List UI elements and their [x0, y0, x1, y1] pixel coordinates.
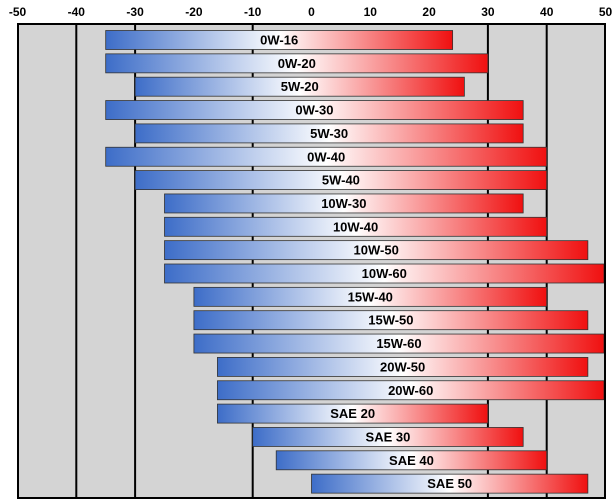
x-tick-label: -50	[9, 5, 27, 19]
x-tick-label: 30	[481, 5, 495, 19]
range-bar	[164, 240, 589, 261]
bar-label: 15W-50	[368, 313, 413, 328]
x-tick-label: -20	[185, 5, 203, 19]
x-tick-label: 40	[540, 5, 554, 19]
bar-row: 5W-30	[134, 123, 524, 144]
bar-label: 0W-30	[295, 103, 333, 118]
bar-label: 20W-60	[388, 383, 433, 398]
x-tick-label: -40	[68, 5, 86, 19]
bar-label: 10W-60	[362, 266, 407, 281]
x-tick-label: -30	[126, 5, 144, 19]
range-bar	[105, 53, 489, 74]
range-bar	[134, 76, 465, 97]
bar-label: 0W-20	[278, 56, 316, 71]
x-tick-label: 0	[308, 5, 315, 19]
range-bar	[193, 310, 589, 331]
bar-row: SAE 50	[311, 473, 589, 494]
x-tick-label: 50	[599, 5, 613, 19]
bar-row: 20W-60	[217, 380, 605, 401]
range-bar	[252, 427, 524, 447]
range-bar	[105, 30, 454, 50]
x-tick-label: -10	[244, 5, 262, 19]
bar-label: 20W-50	[380, 359, 425, 374]
bar-label: 0W-16	[260, 33, 298, 48]
bar-row: SAE 20	[217, 403, 489, 424]
x-tick-label: 20	[422, 5, 436, 19]
plot-frame	[17, 23, 606, 499]
bar-row: 0W-40	[105, 146, 548, 167]
bar-row: 10W-30	[164, 193, 524, 214]
bar-label: 5W-40	[322, 173, 360, 188]
bar-label: 15W-40	[348, 289, 393, 304]
bar-label: 10W-30	[321, 196, 366, 211]
range-bar	[311, 473, 589, 494]
x-tick-label: 10	[364, 5, 378, 19]
range-bar	[105, 100, 524, 120]
bar-label: 10W-40	[333, 219, 378, 234]
bar-label: SAE 30	[366, 429, 411, 444]
bar-row: 5W-20	[134, 76, 465, 97]
bar-label: 15W-60	[376, 336, 421, 351]
range-bar	[164, 216, 548, 237]
bar-row: SAE 40	[275, 450, 548, 471]
bar-label: SAE 40	[389, 453, 434, 468]
range-bar	[164, 193, 524, 214]
bar-label: 5W-30	[310, 126, 348, 141]
range-bar	[217, 356, 589, 377]
bar-row: SAE 30	[252, 427, 524, 447]
range-bar	[134, 123, 524, 144]
bar-label: 5W-20	[281, 79, 319, 94]
range-bar	[105, 146, 548, 167]
bar-row: 15W-50	[193, 310, 589, 331]
bar-row: 0W-20	[105, 53, 489, 74]
bar-row: 5W-40	[134, 170, 548, 191]
bar-row: 15W-60	[193, 333, 605, 354]
bars: 0W-16 0W-20 5W-20 0W-30 5W-30 0W-40 5W-40 10W-3…	[105, 30, 605, 494]
bar-label: SAE 20	[330, 406, 375, 421]
bar-label: SAE 50	[427, 476, 472, 491]
bar-label: 0W-40	[307, 149, 345, 164]
range-bar	[217, 403, 489, 424]
bar-row: 10W-60	[164, 263, 605, 284]
bar-row: 0W-16	[105, 30, 454, 50]
bar-row: 20W-50	[217, 356, 589, 377]
x-axis-ticks: -50 -40 -30 -20 -10 0 10 20 30 40 50	[9, 5, 613, 19]
range-bar	[275, 450, 548, 471]
bar-row: 10W-40	[164, 216, 548, 237]
range-bar	[134, 170, 548, 191]
bar-label: 10W-50	[354, 243, 399, 258]
bar-row: 0W-30	[105, 100, 524, 120]
range-bar	[193, 286, 548, 307]
bar-row: 10W-50	[164, 240, 589, 261]
bar-row: 15W-40	[193, 286, 548, 307]
